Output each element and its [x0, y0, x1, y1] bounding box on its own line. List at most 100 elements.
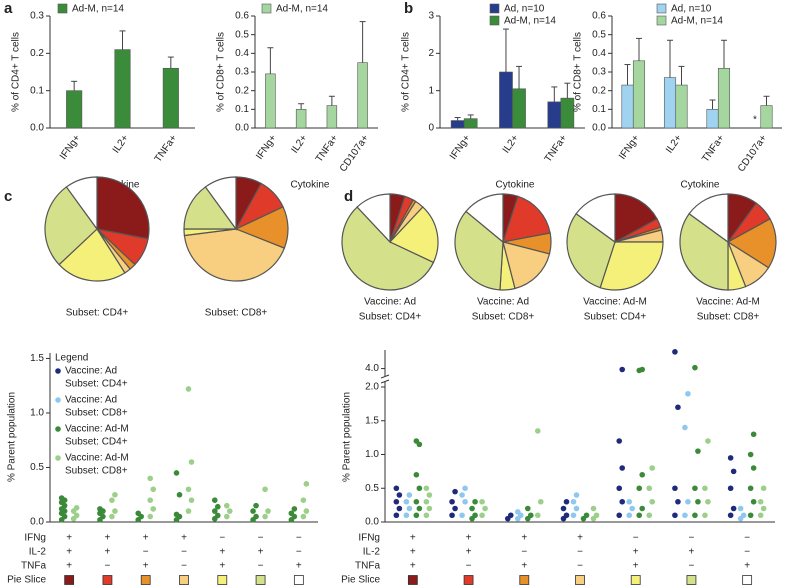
sign: + [66, 561, 72, 572]
x-tick-label: TNFa+ [314, 133, 341, 165]
dot [300, 513, 307, 520]
y-tick-label: 0.0 [365, 517, 379, 528]
dot [757, 498, 764, 505]
dot [730, 505, 737, 512]
pie-slice [465, 193, 504, 244]
x-tick-label: IFNg+ [448, 133, 473, 162]
bar [760, 105, 773, 129]
bar [66, 90, 83, 129]
dot [619, 498, 626, 505]
dot [423, 512, 430, 519]
dot [747, 485, 754, 492]
y-axis-label: % of CD4+ T cells [11, 32, 22, 112]
slice-swatch [179, 575, 189, 585]
dot [675, 404, 681, 411]
y-axis-label: % Parent population [342, 392, 353, 482]
y-tick-label: 0.5 [365, 483, 379, 494]
legend-title: Legend [55, 353, 88, 364]
sign: + [66, 547, 72, 558]
bar [499, 71, 513, 129]
slice-swatch [630, 575, 641, 585]
sign: + [577, 533, 583, 544]
sign: + [521, 533, 527, 544]
y-tick-label: 1 [428, 85, 434, 96]
dot [472, 512, 478, 519]
y-tick-label: 0.3 [592, 67, 606, 78]
row-label: TNFa [355, 561, 380, 572]
pie-slice [341, 206, 435, 291]
dot [573, 492, 580, 498]
dot [730, 468, 737, 475]
legend-label: Ad-M, n=14 [276, 4, 328, 15]
dot [185, 508, 192, 514]
dot [426, 505, 433, 512]
x-tick-label: TNFa+ [543, 133, 570, 165]
legend-swatch [656, 3, 667, 14]
legend-dot [55, 368, 61, 374]
slice-swatch [293, 575, 304, 585]
dot [563, 512, 570, 519]
sign: + [66, 533, 72, 544]
sign: + [689, 547, 695, 558]
slice-swatch [140, 575, 151, 585]
dot [737, 505, 744, 512]
sign: − [744, 533, 750, 544]
axis-break [380, 379, 390, 384]
dot [534, 428, 541, 434]
sign: − [258, 533, 264, 544]
legend-dot [55, 426, 61, 432]
dot [300, 497, 307, 503]
dot [416, 485, 423, 492]
pie-slice [502, 241, 551, 290]
y-tick-label: 0.1 [592, 104, 606, 115]
sign: + [410, 547, 416, 558]
pie-caption: Subset: CD4+ [359, 312, 422, 323]
dot [462, 485, 468, 492]
dot [58, 495, 65, 501]
row-label: Pie Slice [7, 575, 46, 586]
sign: − [744, 547, 750, 558]
dot [524, 505, 531, 512]
pie-caption: Subset: CD4+ [584, 312, 647, 323]
dot [534, 512, 541, 519]
sign: + [296, 561, 302, 572]
slice-swatch [102, 575, 113, 585]
dot [682, 424, 688, 431]
bar [547, 101, 562, 129]
sign: + [633, 561, 639, 572]
dot [423, 485, 430, 492]
dot [636, 485, 643, 492]
y-tick-label: 0.4 [592, 48, 606, 59]
y-tick-label: 0 [428, 123, 434, 134]
dot [747, 512, 754, 519]
y-tick-label: 0.6 [592, 11, 606, 22]
dot [619, 465, 626, 471]
dot [413, 471, 420, 478]
sign: + [744, 561, 750, 572]
dot [226, 508, 233, 514]
dot [150, 486, 157, 493]
sign: − [181, 547, 187, 558]
bar [632, 60, 646, 129]
dot [573, 505, 580, 512]
dot [416, 505, 423, 512]
dot [393, 512, 400, 519]
legend-label: Vaccine: Ad-M [65, 424, 129, 435]
dot [97, 506, 103, 512]
sign: + [143, 561, 149, 572]
dot [626, 512, 633, 519]
x-tick-label: IL2+ [664, 133, 684, 156]
dot [760, 505, 767, 512]
dot [426, 492, 433, 498]
pie-caption: Subset: CD8+ [472, 312, 535, 323]
dot [265, 508, 271, 514]
y-axis-label: % of CD4+ T cells [401, 32, 412, 112]
dot [403, 498, 410, 505]
x-axis-label: Cytokine [291, 180, 330, 191]
sign: + [105, 533, 111, 544]
row-label: IL-2 [363, 547, 381, 558]
slice-swatch [217, 575, 228, 585]
dot [646, 485, 653, 492]
